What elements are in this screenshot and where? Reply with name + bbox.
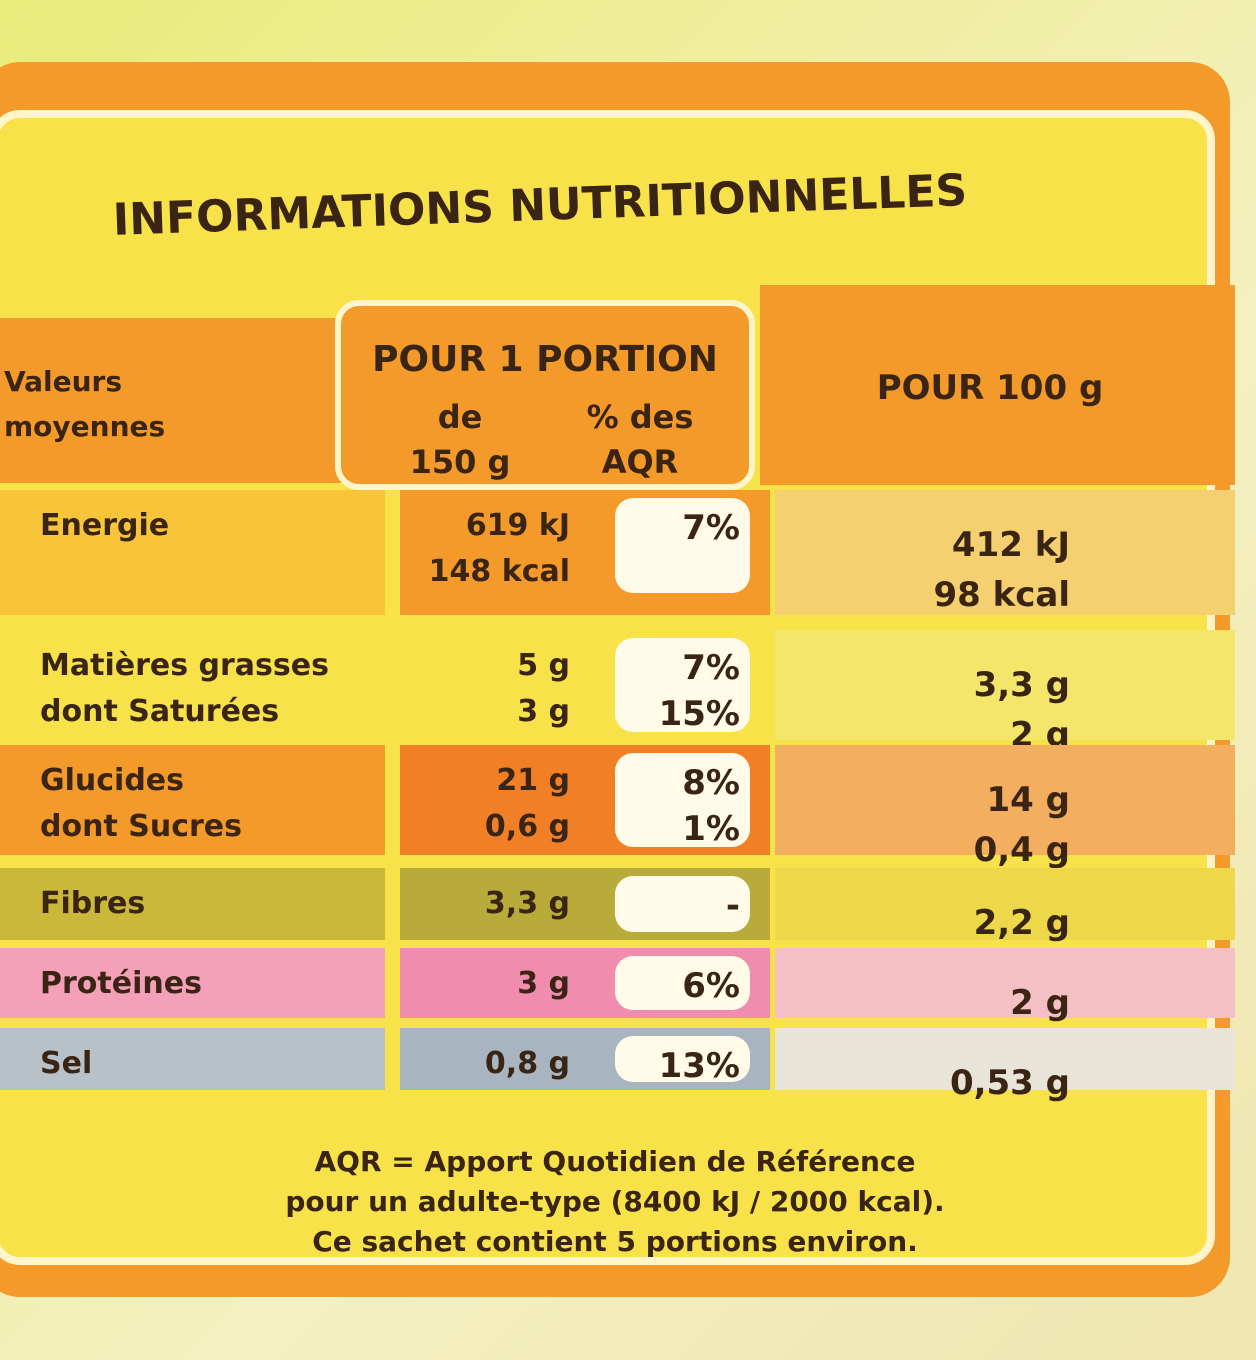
row-label-bg (0, 745, 385, 855)
footer-line: AQR = Apport Quotidien de Référence (314, 1145, 916, 1178)
row-aqr: 13% (658, 1046, 740, 1086)
header-aqr-sub: AQR (601, 443, 679, 481)
row-label: Fibres (40, 886, 146, 921)
row-per100: 0,4 g (973, 830, 1070, 870)
row-per100: 412 kJ (951, 525, 1070, 565)
row-per100-bg (775, 1028, 1235, 1090)
row-per100-bg (775, 868, 1235, 940)
row-label: Sel (40, 1046, 93, 1081)
row-per100-bg (775, 490, 1235, 615)
row-aqr: - (725, 886, 740, 926)
aqr-box (615, 498, 750, 593)
aqr-box (615, 638, 750, 732)
row-per100-bg (775, 630, 1235, 740)
row-portion: 21 g (496, 763, 570, 798)
row-portion: 3 g (517, 966, 570, 1001)
footer-line: Ce sachet contient 5 portions environ. (312, 1225, 918, 1258)
row-aqr: 7% (682, 648, 740, 688)
row-label: Glucides (40, 763, 185, 798)
footer-line: pour un adulte-type (8400 kJ / 2000 kcal… (285, 1185, 945, 1218)
row-label-bg (0, 1028, 385, 1090)
row-per100-bg (775, 745, 1235, 855)
header-label-bg (0, 318, 385, 483)
header-aqr-sub: % des (586, 398, 694, 436)
header-portion-sub: de (437, 398, 483, 436)
row-portion: 148 kcal (428, 554, 570, 589)
row-label: dont Saturées (40, 694, 280, 729)
aqr-box (615, 753, 750, 847)
row-label-bg (0, 868, 385, 940)
row-per100-bg (775, 948, 1235, 1018)
row-portion: 0,6 g (484, 809, 570, 844)
row-label: Matières grasses (40, 648, 329, 683)
row-label-bg (0, 490, 385, 615)
row-label: Protéines (40, 966, 202, 1001)
row-label-bg (0, 630, 385, 740)
header-portion-bg (335, 300, 755, 490)
aqr-box (615, 876, 750, 932)
header-label: moyennes (4, 410, 166, 443)
row-portion: 0,8 g (484, 1046, 570, 1081)
row-label: Energie (40, 508, 170, 543)
header-per100: POUR 100 g (876, 368, 1104, 408)
row-aqr: 1% (682, 809, 740, 849)
header-portion: POUR 1 PORTION (372, 339, 718, 380)
aqr-box (615, 956, 750, 1010)
row-per100: 98 kcal (933, 575, 1070, 615)
row-portion: 5 g (517, 648, 570, 683)
row-aqr: 6% (682, 966, 740, 1006)
row-per100: 2,2 g (973, 903, 1070, 943)
row-portion: 3,3 g (484, 886, 570, 921)
row-per100: 3,3 g (973, 665, 1070, 705)
header-per100-bg (760, 285, 1235, 485)
aqr-box (615, 1036, 750, 1082)
row-per100: 2 g (1010, 983, 1070, 1023)
row-aqr: 15% (658, 694, 740, 734)
row-portion: 619 kJ (465, 508, 570, 543)
row-aqr: 7% (682, 508, 740, 548)
row-label: dont Sucres (40, 809, 242, 844)
row-portion: 3 g (517, 694, 570, 729)
header-portion-sub: 150 g (409, 443, 511, 481)
row-aqr: 8% (682, 763, 740, 803)
header-label: Valeurs (4, 365, 123, 398)
row-label-bg (0, 948, 385, 1018)
row-per100: 0,53 g (949, 1063, 1070, 1103)
row-per100: 14 g (986, 780, 1071, 820)
